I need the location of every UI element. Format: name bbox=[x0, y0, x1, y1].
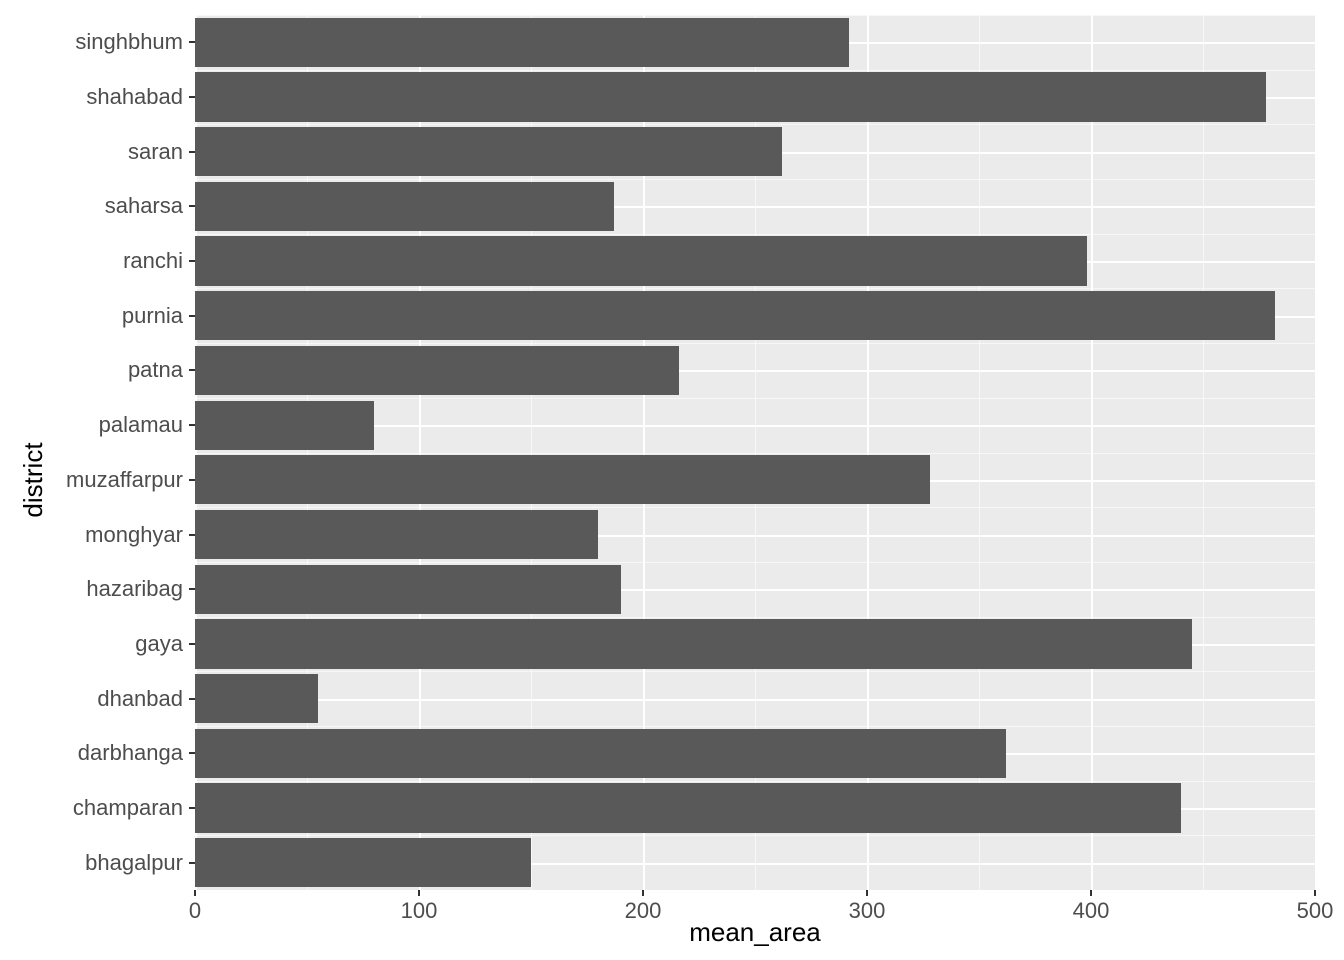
gridline-h-minor bbox=[195, 124, 1315, 125]
gridline-h-minor bbox=[195, 453, 1315, 454]
gridline-h-minor bbox=[195, 507, 1315, 508]
y-tick-label: gaya bbox=[135, 633, 183, 655]
y-tick-label: palamau bbox=[99, 414, 183, 436]
y-tick-mark bbox=[189, 862, 195, 864]
y-tick-label: singhbhum bbox=[75, 31, 183, 53]
gridline-h-minor bbox=[195, 671, 1315, 672]
y-tick-label: shahabad bbox=[86, 86, 183, 108]
gridline-h-minor bbox=[195, 70, 1315, 71]
y-tick-label: dhanbad bbox=[97, 688, 183, 710]
bar bbox=[195, 510, 598, 559]
chart-container: district singhbhumshahabadsaransaharsara… bbox=[0, 0, 1344, 960]
y-tick-label: hazaribag bbox=[86, 578, 183, 600]
bar bbox=[195, 346, 679, 395]
bar bbox=[195, 291, 1275, 340]
y-tick-label: patna bbox=[128, 359, 183, 381]
x-tick-label: 0 bbox=[189, 900, 201, 922]
y-tick-mark bbox=[189, 698, 195, 700]
gridline-h-minor bbox=[195, 343, 1315, 344]
gridline-h-minor bbox=[195, 288, 1315, 289]
y-tick-mark bbox=[189, 151, 195, 153]
bar bbox=[195, 18, 849, 67]
gridline-h bbox=[195, 699, 1315, 701]
y-tick-labels: singhbhum shahabad saran saharsa ranchi purni… bbox=[0, 15, 183, 890]
bar bbox=[195, 619, 1192, 668]
bar bbox=[195, 455, 930, 504]
plot-panel bbox=[195, 15, 1315, 890]
y-tick-mark bbox=[189, 643, 195, 645]
bar bbox=[195, 674, 318, 723]
y-tick-mark bbox=[189, 41, 195, 43]
gridline-h-minor bbox=[195, 781, 1315, 782]
y-tick-mark bbox=[189, 479, 195, 481]
x-axis-title: mean_area bbox=[689, 917, 821, 948]
bar bbox=[195, 838, 531, 887]
y-tick-mark bbox=[189, 96, 195, 98]
bar bbox=[195, 236, 1087, 285]
gridline-h-minor bbox=[195, 398, 1315, 399]
y-tick-mark bbox=[189, 315, 195, 317]
y-tick-mark bbox=[189, 205, 195, 207]
y-tick-label: saharsa bbox=[105, 195, 183, 217]
bar bbox=[195, 182, 614, 231]
x-tick-mark bbox=[866, 890, 868, 896]
gridline-h-minor bbox=[195, 890, 1315, 891]
gridline-h-minor bbox=[195, 617, 1315, 618]
gridline-h-minor bbox=[195, 726, 1315, 727]
y-tick-label: saran bbox=[128, 141, 183, 163]
x-tick-label: 300 bbox=[849, 900, 886, 922]
bar bbox=[195, 72, 1266, 121]
x-tick-label: 500 bbox=[1297, 900, 1334, 922]
x-tick-mark bbox=[418, 890, 420, 896]
gridline-h-minor bbox=[195, 179, 1315, 180]
x-tick-mark bbox=[1314, 890, 1316, 896]
x-tick-mark bbox=[1090, 890, 1092, 896]
y-tick-mark bbox=[189, 260, 195, 262]
gridline-h-minor bbox=[195, 562, 1315, 563]
y-tick-label: champaran bbox=[73, 797, 183, 819]
plot-area bbox=[195, 15, 1315, 890]
y-tick-mark bbox=[189, 588, 195, 590]
x-tick-label: 100 bbox=[401, 900, 438, 922]
x-tick-label: 200 bbox=[625, 900, 662, 922]
y-tick-label: bhagalpur bbox=[85, 852, 183, 874]
gridline-h-minor bbox=[195, 234, 1315, 235]
gridline-h-minor bbox=[195, 15, 1315, 16]
bar bbox=[195, 565, 621, 614]
y-tick-mark bbox=[189, 534, 195, 536]
y-tick-label: ranchi bbox=[123, 250, 183, 272]
y-tick-mark bbox=[189, 369, 195, 371]
y-tick-label: monghyar bbox=[85, 524, 183, 546]
bar bbox=[195, 783, 1181, 832]
bar bbox=[195, 401, 374, 450]
gridline-h-minor bbox=[195, 835, 1315, 836]
y-tick-mark bbox=[189, 807, 195, 809]
bar bbox=[195, 729, 1006, 778]
x-tick-label: 400 bbox=[1073, 900, 1110, 922]
y-tick-label: purnia bbox=[122, 305, 183, 327]
y-tick-label: muzaffarpur bbox=[66, 469, 183, 491]
y-tick-mark bbox=[189, 752, 195, 754]
y-tick-label: darbhanga bbox=[78, 742, 183, 764]
x-tick-mark bbox=[194, 890, 196, 896]
bar bbox=[195, 127, 782, 176]
gridline-v bbox=[1315, 15, 1317, 890]
y-tick-mark bbox=[189, 424, 195, 426]
x-tick-mark bbox=[642, 890, 644, 896]
